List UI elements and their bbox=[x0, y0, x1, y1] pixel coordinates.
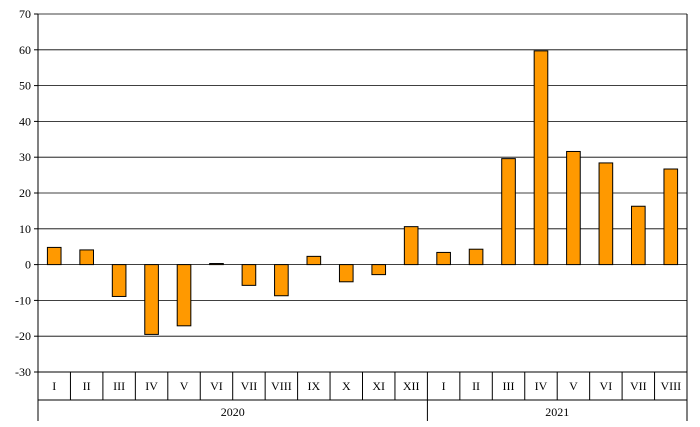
x-category-label: XII bbox=[403, 379, 420, 393]
y-tick-label: 20 bbox=[19, 186, 31, 200]
y-tick-label: 0 bbox=[25, 258, 31, 272]
y-tick-label: -20 bbox=[15, 329, 31, 343]
y-tick-label: 10 bbox=[19, 222, 31, 236]
x-category-label: IX bbox=[307, 379, 320, 393]
bar bbox=[598, 162, 614, 266]
y-tick-label: 50 bbox=[19, 79, 31, 93]
bar bbox=[306, 255, 322, 266]
bar bbox=[533, 50, 549, 266]
y-tick-label: -30 bbox=[15, 365, 31, 379]
x-category-label: III bbox=[503, 379, 515, 393]
bar bbox=[79, 249, 94, 266]
x-category-label: X bbox=[342, 379, 351, 393]
x-category-label: IV bbox=[145, 379, 158, 393]
bar bbox=[371, 264, 387, 276]
bar bbox=[176, 264, 192, 327]
y-tick-label: 70 bbox=[19, 7, 31, 21]
group-label-2020: 2020 bbox=[221, 405, 245, 419]
y-tick-label: 60 bbox=[19, 43, 31, 57]
x-category-label: V bbox=[569, 379, 578, 393]
bar bbox=[144, 264, 159, 335]
bar bbox=[663, 168, 679, 266]
x-category-label: VII bbox=[241, 379, 258, 393]
x-category-label: IV bbox=[535, 379, 548, 393]
x-category-label: VII bbox=[630, 379, 647, 393]
y-tick-label: -10 bbox=[15, 293, 31, 307]
x-category-label: VI bbox=[600, 379, 613, 393]
x-category-label: I bbox=[52, 379, 56, 393]
bar bbox=[468, 248, 484, 266]
bar bbox=[631, 205, 646, 266]
bar bbox=[241, 264, 257, 286]
x-category-labels: I II III IV V VI VII VIII IX X XI XII I II III IV V VI VII… bbox=[52, 379, 681, 393]
bar bbox=[566, 150, 581, 266]
bar bbox=[338, 264, 354, 283]
y-tick-label: 40 bbox=[19, 114, 31, 128]
y-tick-labels: -30 -20 -10 0 10 20 30 40 50 60 70 bbox=[15, 7, 31, 379]
x-category-label: XI bbox=[372, 379, 385, 393]
x-category-label: II bbox=[83, 379, 91, 393]
x-category-label: VI bbox=[210, 379, 223, 393]
bar bbox=[209, 263, 224, 266]
y-tick-label: 30 bbox=[19, 150, 31, 164]
axes bbox=[34, 13, 688, 421]
x-category-label: III bbox=[113, 379, 125, 393]
x-category-label: I bbox=[442, 379, 446, 393]
x-category-label: VIII bbox=[660, 379, 681, 393]
bar bbox=[436, 251, 451, 266]
bar bbox=[274, 264, 289, 297]
group-label-2021: 2021 bbox=[545, 405, 569, 419]
bars bbox=[46, 50, 679, 335]
bar bbox=[46, 246, 62, 266]
grid-lines bbox=[38, 13, 687, 373]
bar bbox=[403, 226, 419, 266]
bar bbox=[501, 158, 516, 266]
bar bbox=[111, 264, 127, 297]
x-category-label: II bbox=[472, 379, 480, 393]
x-category-label: V bbox=[180, 379, 189, 393]
x-group-labels: 2020 2021 bbox=[221, 405, 570, 419]
x-category-label: VIII bbox=[271, 379, 292, 393]
